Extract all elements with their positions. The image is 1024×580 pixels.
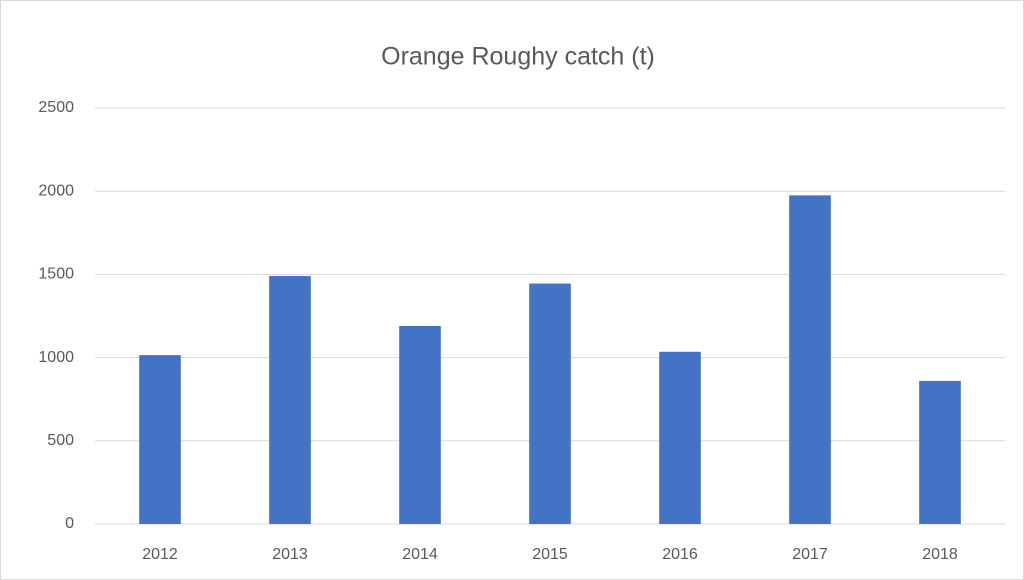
bar (789, 195, 831, 525)
x-tick-label: 2014 (402, 546, 438, 563)
bar (269, 276, 311, 524)
bar (399, 325, 441, 524)
y-tick-label: 1500 (38, 266, 74, 283)
bar (919, 380, 961, 524)
x-tick-label: 2018 (922, 546, 958, 563)
chart-title: Orange Roughy catch (t) (381, 43, 655, 71)
y-tick-label: 1000 (38, 349, 74, 366)
bar (659, 351, 701, 524)
bar (139, 355, 181, 524)
x-tick-label: 2012 (142, 546, 178, 563)
y-tick-label: 0 (65, 515, 74, 532)
y-tick-label: 2000 (38, 182, 74, 199)
x-tick-label: 2016 (662, 546, 698, 563)
x-tick-label: 2017 (792, 546, 828, 563)
x-tick-label: 2015 (532, 546, 568, 563)
bar (529, 283, 571, 524)
y-tick-label: 2500 (38, 99, 74, 116)
x-tick-label: 2013 (272, 546, 308, 563)
y-tick-label: 500 (47, 432, 74, 449)
